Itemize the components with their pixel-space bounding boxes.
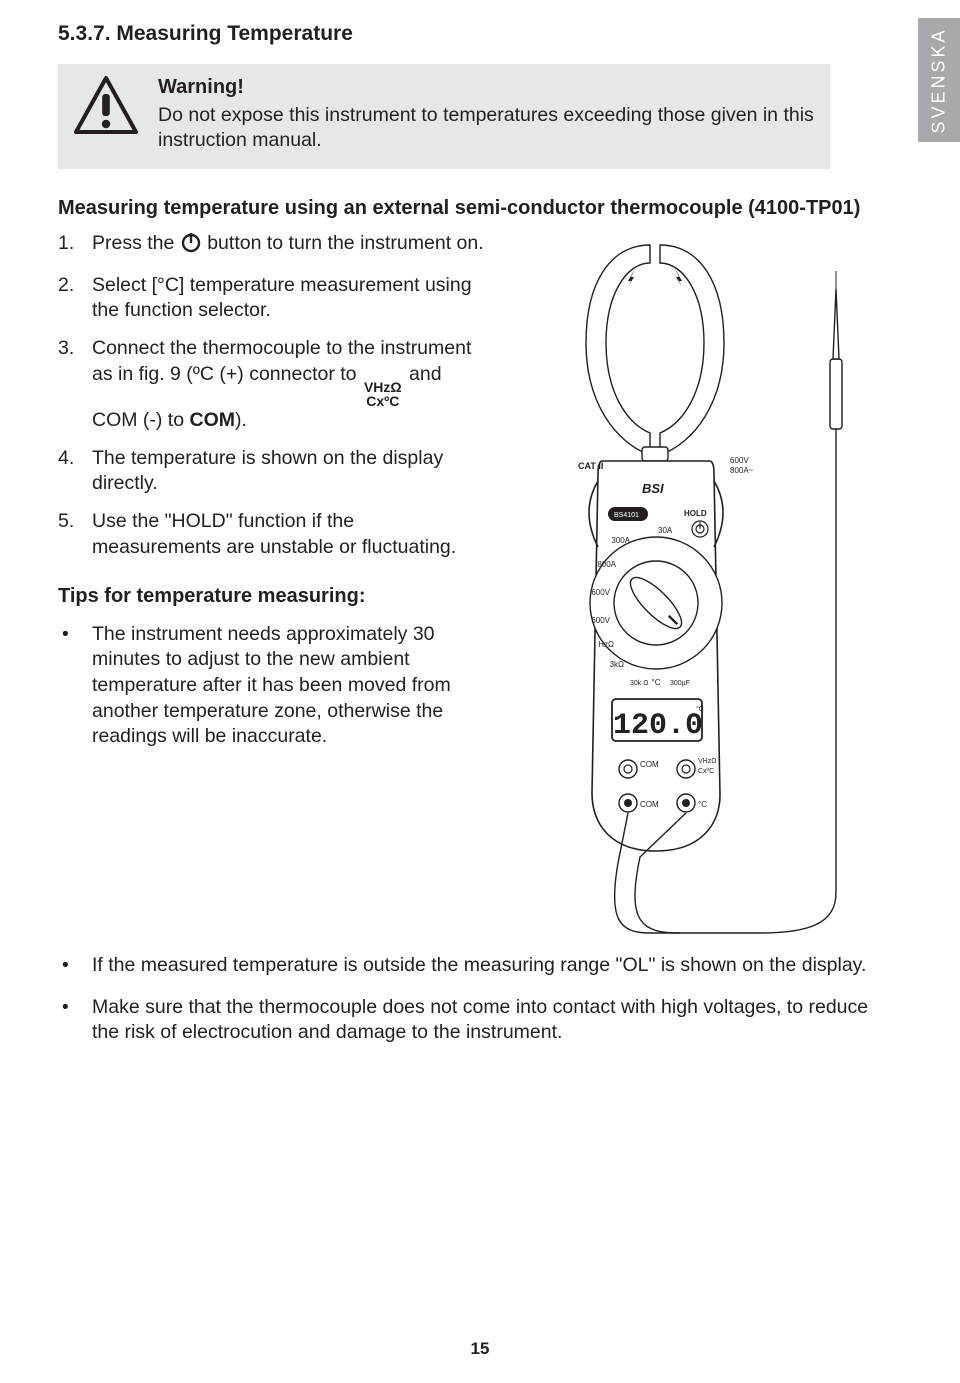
- svg-text:COM: COM: [640, 760, 659, 769]
- svg-text:°C: °C: [696, 705, 704, 713]
- svg-text:°C: °C: [698, 800, 707, 809]
- step-3: Connect the thermocouple to the instrume…: [58, 336, 488, 433]
- step-2: Select [°C] temperature measurement usin…: [58, 273, 488, 324]
- step-4: The temperature is shown on the display …: [58, 446, 488, 497]
- subsection-heading: Measuring temperature using an external …: [58, 195, 902, 221]
- power-icon: [180, 231, 202, 261]
- svg-text:HOLD: HOLD: [684, 509, 707, 518]
- warning-icon: [72, 76, 140, 136]
- tips-heading: Tips for temperature measuring:: [58, 585, 488, 608]
- svg-text:3kΩ: 3kΩ: [610, 660, 624, 669]
- svg-text:VHzΩ: VHzΩ: [698, 758, 716, 765]
- warning-title: Warning!: [158, 76, 816, 99]
- fig-display-value: 120.0: [613, 709, 703, 743]
- connector-label-fraction: VHzΩCxºC: [364, 380, 402, 408]
- tips-list: The instrument needs approximately 30 mi…: [58, 622, 488, 751]
- tip-1: The instrument needs approximately 30 mi…: [58, 622, 488, 751]
- svg-text:800A: 800A: [597, 560, 616, 569]
- svg-text:°C: °C: [652, 678, 661, 687]
- svg-text:30A: 30A: [658, 526, 673, 535]
- svg-text:800A~: 800A~: [730, 466, 754, 475]
- svg-text:600V: 600V: [591, 616, 610, 625]
- fig-cat-label: CAT II: [578, 461, 603, 471]
- step-1: Press the button to turn the instrument …: [58, 231, 488, 261]
- svg-text:COM: COM: [640, 800, 659, 809]
- warning-box: Warning! Do not expose this instrument t…: [58, 64, 830, 169]
- instruction-steps: Press the button to turn the instrument …: [58, 231, 488, 561]
- svg-text:600V: 600V: [591, 588, 610, 597]
- language-tab-label: SVENSKA: [929, 27, 950, 133]
- tip-3: Make sure that the thermocouple does not…: [58, 995, 888, 1046]
- svg-text:BSI: BSI: [642, 481, 664, 496]
- svg-text:CxºC: CxºC: [698, 768, 714, 775]
- svg-text:30k Ω: 30k Ω: [630, 680, 648, 687]
- section-title: 5.3.7. Measuring Temperature: [58, 22, 902, 46]
- warning-body: Do not expose this instrument to tempera…: [158, 103, 816, 153]
- clamp-meter-figure: CAT II 600V 800A~ BSI BS4101 HOLD: [530, 233, 890, 953]
- svg-text:300A: 300A: [611, 536, 630, 545]
- language-tab: SVENSKA: [918, 18, 960, 142]
- tips-list-cont: If the measured temperature is outside t…: [58, 953, 888, 1046]
- svg-text:BS4101: BS4101: [614, 512, 639, 519]
- tip-2: If the measured temperature is outside t…: [58, 953, 888, 979]
- svg-text:300µF: 300µF: [670, 680, 690, 687]
- page-number: 15: [0, 1339, 960, 1359]
- step-5: Use the "HOLD" function if the measureme…: [58, 509, 488, 560]
- svg-text:HzΩ: HzΩ: [598, 640, 614, 649]
- svg-text:600V: 600V: [730, 456, 749, 465]
